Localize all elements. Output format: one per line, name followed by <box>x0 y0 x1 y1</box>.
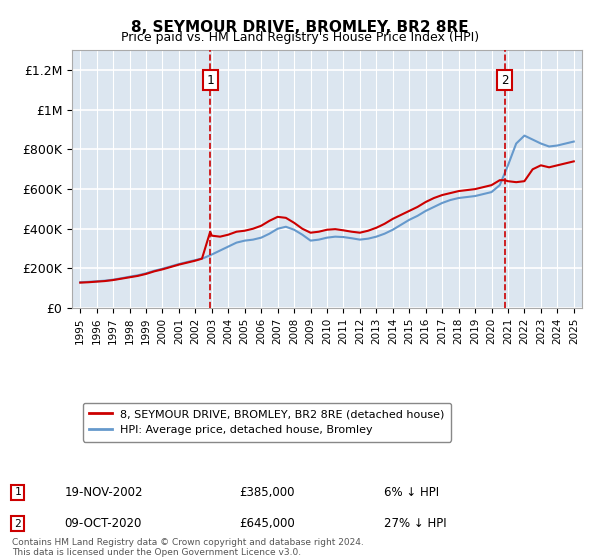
Text: Contains HM Land Registry data © Crown copyright and database right 2024.
This d: Contains HM Land Registry data © Crown c… <box>12 538 364 557</box>
Text: Price paid vs. HM Land Registry's House Price Index (HPI): Price paid vs. HM Land Registry's House … <box>121 31 479 44</box>
Text: 2: 2 <box>501 73 508 87</box>
Text: 8, SEYMOUR DRIVE, BROMLEY, BR2 8RE: 8, SEYMOUR DRIVE, BROMLEY, BR2 8RE <box>131 20 469 35</box>
Text: 27% ↓ HPI: 27% ↓ HPI <box>385 517 447 530</box>
Text: 1: 1 <box>206 73 214 87</box>
Legend: 8, SEYMOUR DRIVE, BROMLEY, BR2 8RE (detached house), HPI: Average price, detache: 8, SEYMOUR DRIVE, BROMLEY, BR2 8RE (deta… <box>83 403 451 441</box>
Text: 09-OCT-2020: 09-OCT-2020 <box>64 517 142 530</box>
Text: £645,000: £645,000 <box>239 517 295 530</box>
Text: £385,000: £385,000 <box>239 486 295 499</box>
Text: 19-NOV-2002: 19-NOV-2002 <box>64 486 143 499</box>
Text: 1: 1 <box>14 487 21 497</box>
Text: 2: 2 <box>14 519 21 529</box>
Text: 6% ↓ HPI: 6% ↓ HPI <box>385 486 439 499</box>
